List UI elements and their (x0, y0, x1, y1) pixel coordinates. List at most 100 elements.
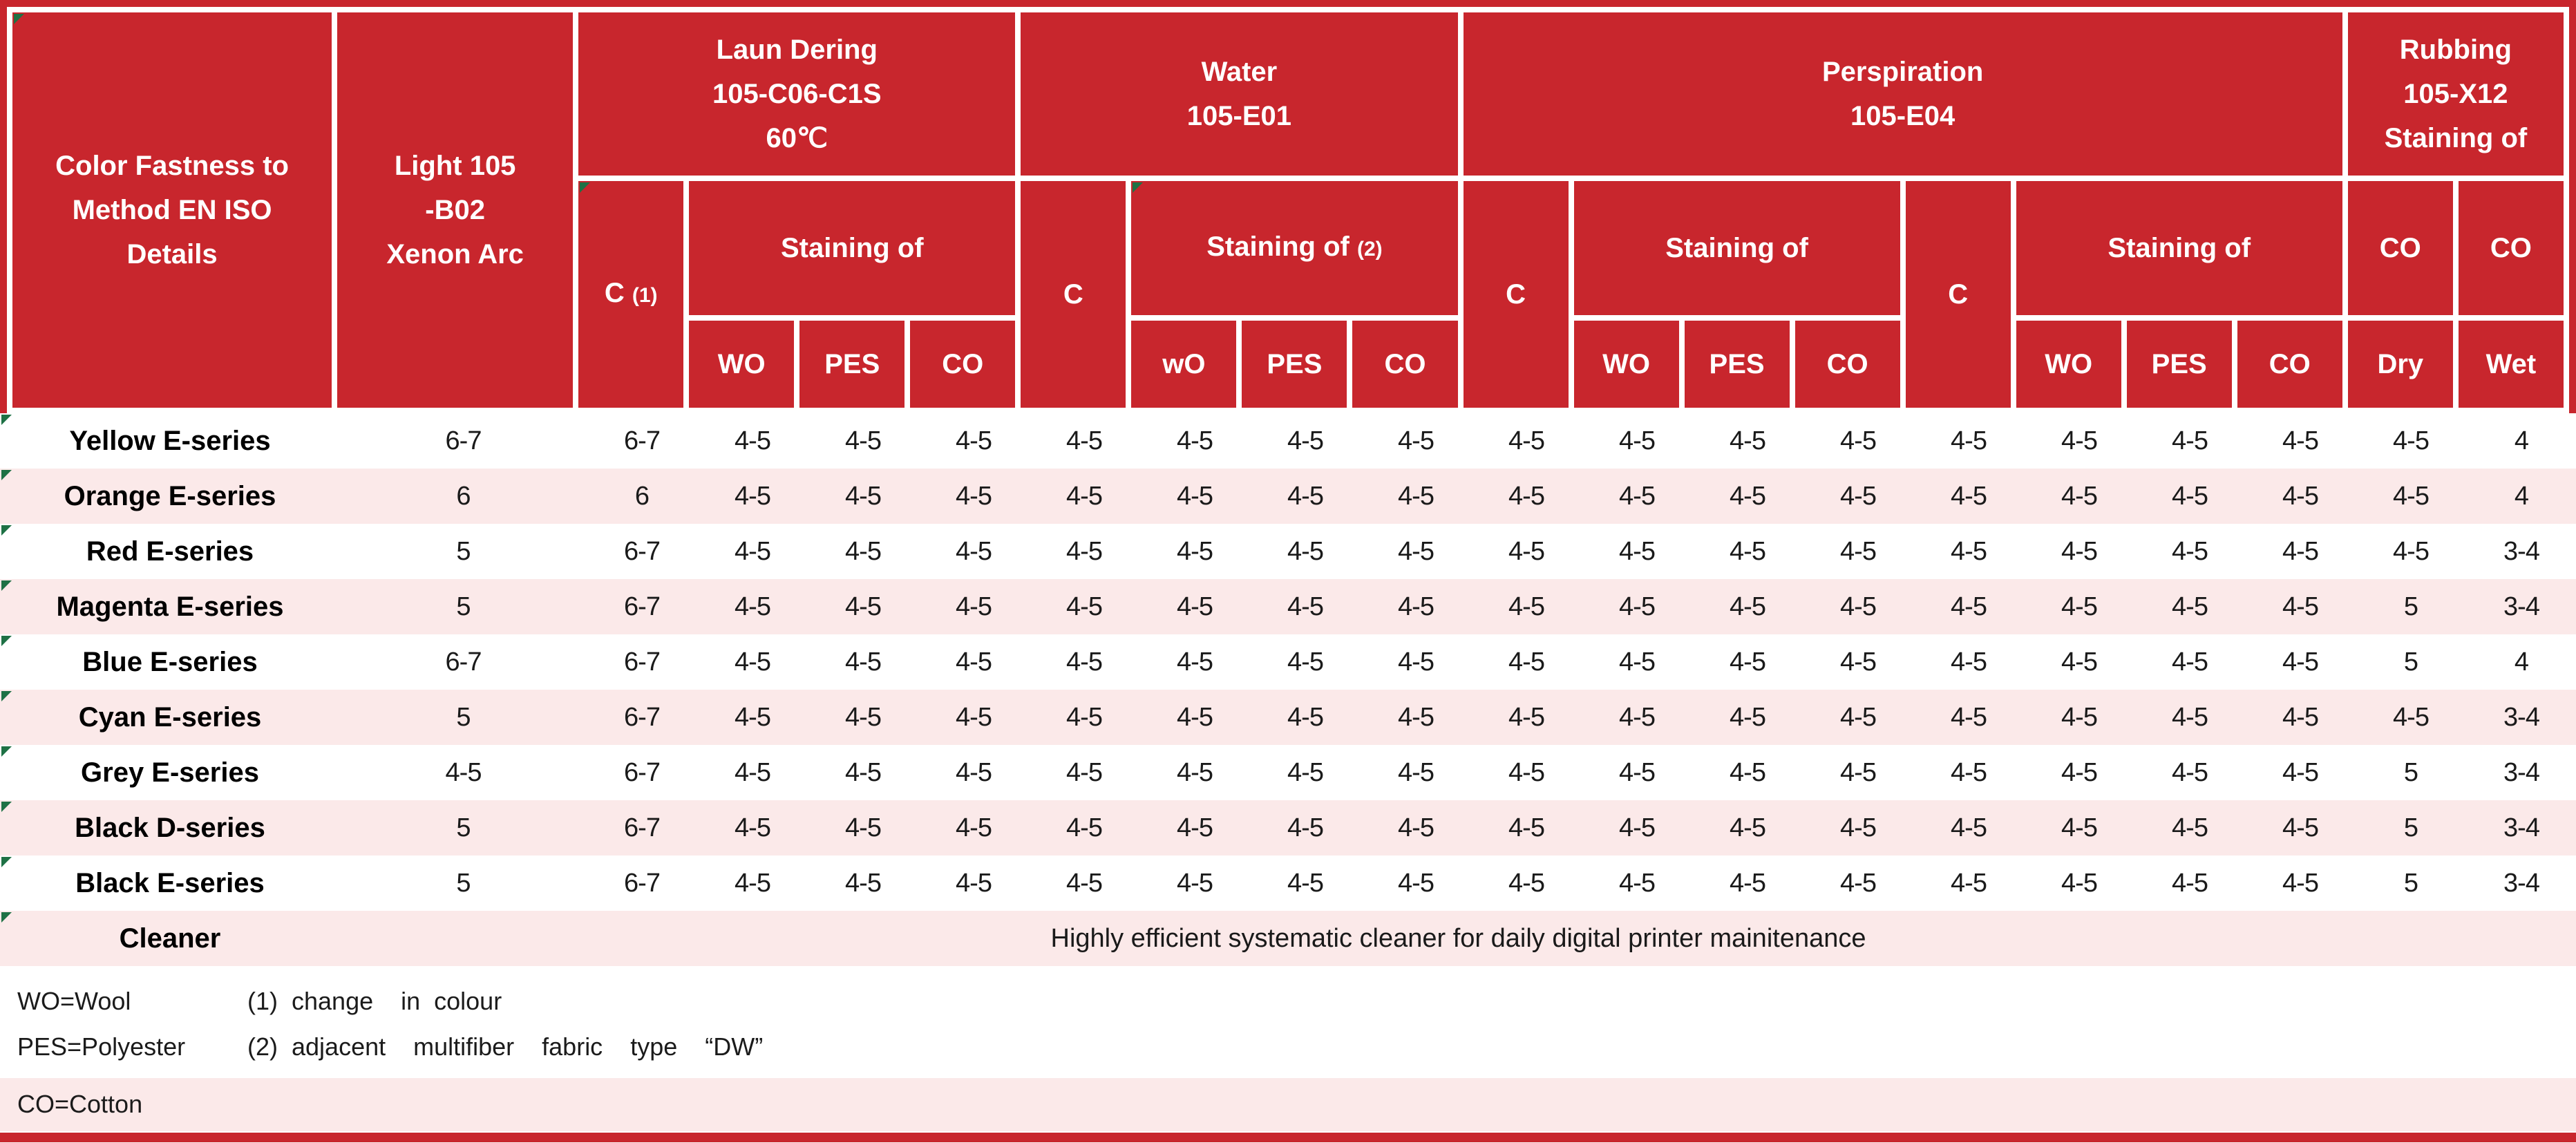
staining-label: Staining of (2108, 233, 2251, 263)
cell-value: 4-5 (1250, 579, 1361, 634)
cell-value: 5 (2356, 800, 2466, 856)
cell-value: 4 (2466, 634, 2576, 690)
header-light-line: Xenon Arc (386, 239, 524, 270)
fastness-table-header: Color Fastness to Method EN ISO Details … (7, 7, 2569, 413)
cell-value: 4-5 (808, 745, 918, 800)
header-sub-co: CO (2237, 321, 2342, 408)
cell-value: 4-5 (1913, 524, 2024, 579)
header-perspiration-c2: C (1905, 181, 2011, 408)
cell-value: 4-5 (1471, 579, 1582, 634)
table-row: Yellow E-series 6-7 6-7 4-5 4-5 4-5 4-5 4-5 4-5 4… (0, 413, 2576, 469)
cell-value: 4-5 (697, 524, 808, 579)
header-water-c: C (1021, 181, 1126, 408)
cell-value: 4-5 (1692, 856, 1803, 911)
cell-value: 4-5 (1913, 469, 2024, 524)
cell-value: 4-5 (1471, 690, 1582, 745)
table-row: Black D-series 5 6-7 4-5 4-5 4-5 4-5 4-5 4-5 4-5 4… (0, 800, 2576, 856)
footnote-list: (1) change in colour (2) adjacent multif… (247, 979, 763, 1070)
cell-value: 4-5 (1582, 800, 1692, 856)
cleaner-description: Highly efficient systematic cleaner for … (340, 911, 2576, 966)
staining-label: Staining of (780, 233, 924, 263)
cell-value: 5 (2356, 856, 2466, 911)
cell-value: 4-5 (2134, 413, 2245, 469)
header-sub-wo: WO (1573, 321, 1679, 408)
cell-value: 4-5 (1139, 579, 1250, 634)
cell-value: 4-5 (1029, 856, 1139, 911)
cell-value: 4-5 (697, 800, 808, 856)
header-sub-pes: PES (2126, 321, 2232, 408)
cell-value: 5 (340, 690, 587, 745)
cell-value: 4-5 (2134, 745, 2245, 800)
header-sub-wo: WO (2016, 321, 2121, 408)
cell-value: 4-5 (2245, 745, 2356, 800)
row-name: Black E-series (0, 856, 340, 911)
comment-marker-icon (1, 746, 12, 757)
table-row: Magenta E-series 5 6-7 4-5 4-5 4-5 4-5 4-5 4-5 4-… (0, 579, 2576, 634)
cell-value: 4-5 (1139, 524, 1250, 579)
cell-value: 4-5 (1361, 524, 1471, 579)
footer: WO=Wool PES=Polyester (1) change in colo… (0, 966, 2576, 1142)
cell-value: 4-5 (697, 745, 808, 800)
cell-value: 4-5 (2134, 469, 2245, 524)
cell-value: 4-5 (1139, 634, 1250, 690)
group-title-line: 105-X12 (2403, 79, 2508, 109)
cell-value: 4-5 (1582, 856, 1692, 911)
comment-marker-icon (1, 470, 12, 480)
cell-value: 4-5 (1139, 745, 1250, 800)
table-row: Cyan E-series 5 6-7 4-5 4-5 4-5 4-5 4-5 4-5 4-5 4-… (0, 690, 2576, 745)
cell-value: 4-5 (1692, 413, 1803, 469)
table-row: Black E-series 5 6-7 4-5 4-5 4-5 4-5 4-5 4-5 4-5 4… (0, 856, 2576, 911)
cell-value: 4-5 (808, 469, 918, 524)
group-title-line: Water (1201, 57, 1278, 87)
header-rubbing-co-wet: CO (2458, 181, 2564, 315)
legend-polyester: PES=Polyester (17, 1032, 186, 1061)
cell-value: 4-5 (1029, 469, 1139, 524)
header-sub-dry: Dry (2347, 321, 2453, 408)
cell-value: 4-5 (1582, 524, 1692, 579)
legend-cotton-band: CO=Cotton (0, 1078, 2576, 1131)
cell-value: 4-5 (1692, 745, 1803, 800)
cleaner-row: Cleaner Highly efficient systematic clean… (0, 911, 2576, 966)
header-details-line: Color Fastness to (55, 151, 289, 181)
cell-value: 4-5 (808, 579, 918, 634)
comment-marker-icon (1, 912, 12, 923)
cell-value: 4-5 (1029, 579, 1139, 634)
cell-value: 4-5 (2024, 413, 2134, 469)
row-name: Yellow E-series (0, 413, 340, 469)
cell-value: 4-5 (1803, 469, 1913, 524)
cell-value: 6-7 (340, 634, 587, 690)
row-name: Black D-series (0, 800, 340, 856)
cell-value: 4-5 (1361, 634, 1471, 690)
header-sub-co: CO (1794, 321, 1900, 408)
cell-value: 4-5 (2245, 856, 2356, 911)
cell-value: 4-5 (1692, 634, 1803, 690)
cell-value: 4-5 (1582, 745, 1692, 800)
fastness-table-body: Yellow E-series 6-7 6-7 4-5 4-5 4-5 4-5 4-5 4-5 4… (0, 413, 2576, 966)
cell-value: 4-5 (2356, 469, 2466, 524)
cell-value: 4-5 (1029, 524, 1139, 579)
header-details-line: Details (126, 239, 218, 270)
cell-value: 4-5 (2024, 856, 2134, 911)
cell-value: 4-5 (2134, 800, 2245, 856)
cell-value: 4-5 (808, 634, 918, 690)
cell-value: 6-7 (587, 579, 697, 634)
cell-value: 4-5 (1471, 800, 1582, 856)
cell-value: 4-5 (918, 800, 1029, 856)
group-title-line: 105-E04 (1850, 101, 1955, 131)
group-title-line: Rubbing (2399, 35, 2512, 65)
cell-value: 4-5 (1361, 469, 1471, 524)
footnote-ref: (1) (632, 284, 658, 307)
cell-value: 6 (587, 469, 697, 524)
footnote-ref: (2) (1356, 238, 1383, 261)
bottom-red-bar (0, 1133, 2576, 1142)
cell-value: 6-7 (587, 634, 697, 690)
header-laundering-staining: Staining of (689, 181, 1016, 315)
cell-value: 4-5 (1582, 690, 1692, 745)
cell-value: 4-5 (1803, 634, 1913, 690)
cell-value: 4-5 (808, 856, 918, 911)
comment-marker-icon (14, 14, 24, 24)
cell-value: 6-7 (587, 413, 697, 469)
row-name: Cyan E-series (0, 690, 340, 745)
cell-value: 4-5 (918, 579, 1029, 634)
cell-value: 4-5 (1471, 634, 1582, 690)
